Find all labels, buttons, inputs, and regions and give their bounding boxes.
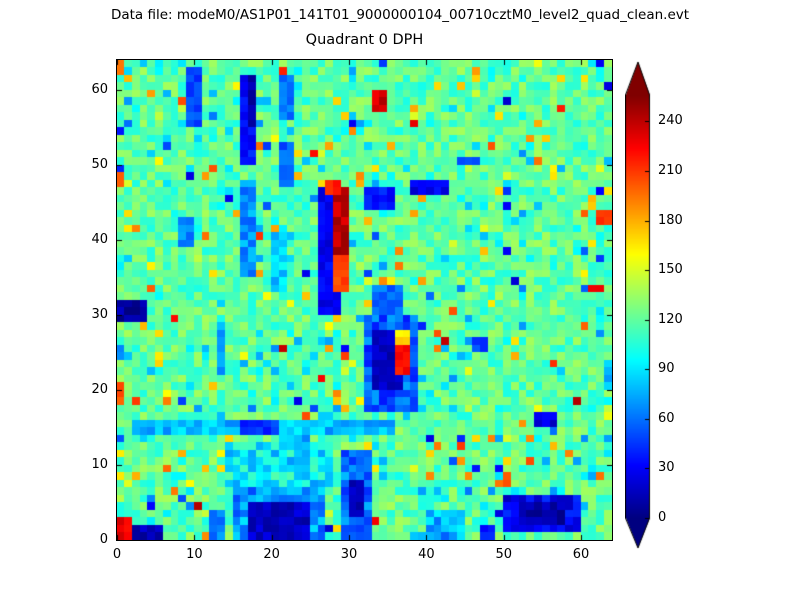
y-tick-label: 20 <box>91 382 108 397</box>
colorbar-tick-label: 180 <box>658 212 683 228</box>
colorbar-tick-label: 60 <box>658 410 675 426</box>
x-tick-label: 20 <box>263 547 280 562</box>
y-tick-label: 30 <box>91 307 108 322</box>
heatmap-canvas <box>117 60 612 540</box>
y-tick-label: 0 <box>99 532 108 547</box>
x-tick-label: 30 <box>340 547 358 562</box>
datafile-label: Data file: modeM0/AS1P01_141T01_90000001… <box>110 7 690 23</box>
colorbar-tick-label: 90 <box>658 361 675 377</box>
x-tick-label: 50 <box>495 547 512 562</box>
y-tick-label: 50 <box>91 157 108 172</box>
colorbar-tick-label: 240 <box>658 113 683 129</box>
y-axis-tick-labels: 0 10 20 30 40 50 60 <box>66 60 108 547</box>
colorbar-tick-labels: 0 30 60 90 120 150 180 210 240 <box>658 60 702 552</box>
y-tick-label: 40 <box>91 232 108 247</box>
x-tick-label: 40 <box>418 547 435 562</box>
colorbar-tick-label: 0 <box>658 510 667 525</box>
plot-title: Quadrant 0 DPH <box>305 32 424 48</box>
colorbar <box>625 60 651 552</box>
y-tick-label: 10 <box>91 457 108 472</box>
plot-area <box>116 59 613 541</box>
y-tick-label: 60 <box>91 82 108 97</box>
x-axis-tick-labels: 0 10 20 30 40 50 60 <box>113 541 612 563</box>
colorbar-tick-label: 30 <box>658 460 675 476</box>
colorbar-tick-label: 120 <box>658 311 683 327</box>
x-tick-label: 0 <box>112 547 122 562</box>
x-tick-label: 10 <box>186 547 203 562</box>
colorbar-tick-label: 150 <box>658 262 683 278</box>
colorbar-tick-label: 210 <box>658 163 683 178</box>
x-tick-label: 60 <box>572 547 590 562</box>
